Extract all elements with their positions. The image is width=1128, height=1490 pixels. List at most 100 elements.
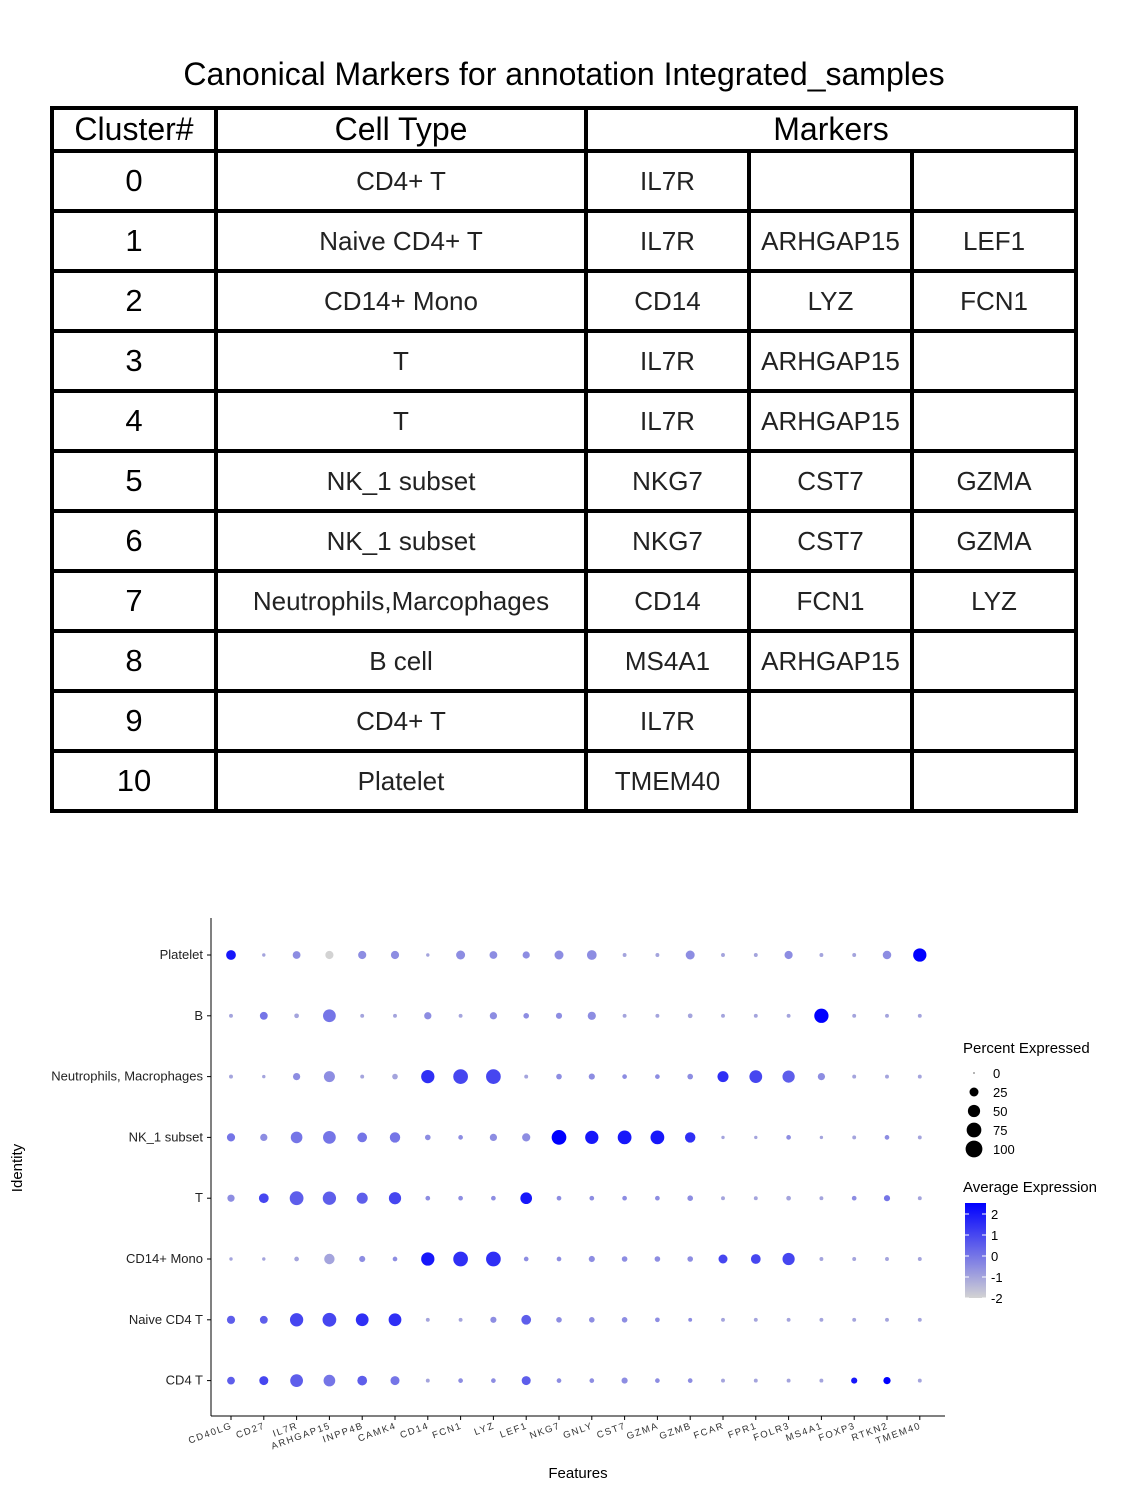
table-row: 10 Platelet TMEM40	[50, 749, 1079, 813]
marker-cell: CST7	[747, 509, 914, 573]
dot-mark	[852, 1135, 857, 1140]
marker-cell	[747, 689, 914, 753]
marker-cell: NKG7	[584, 449, 751, 513]
dot-mark	[786, 1135, 791, 1140]
dot-mark	[718, 1254, 728, 1264]
dot-mark	[226, 1133, 236, 1142]
dot-mark	[786, 1378, 791, 1383]
header-cell-type: Cell Type	[214, 106, 588, 153]
dot-mark	[453, 1251, 468, 1267]
marker-cell	[747, 749, 914, 813]
dot-mark	[655, 1317, 660, 1323]
marker-cell: MS4A1	[584, 629, 751, 693]
dot-mark	[852, 1257, 857, 1261]
dot-mark	[784, 950, 793, 960]
dot-mark	[489, 1012, 498, 1020]
dot-mark	[491, 1195, 496, 1201]
dot-mark	[390, 1376, 400, 1386]
cell-type: CD4+ T	[214, 689, 588, 753]
dot-mark	[782, 1252, 795, 1266]
dot-mark	[917, 1317, 922, 1322]
dot-mark	[486, 1251, 501, 1267]
dot-mark	[589, 1378, 595, 1383]
table-header-row: Cluster# Cell Type Markers	[50, 106, 1079, 153]
marker-cell	[909, 749, 1079, 813]
dot-mark	[489, 951, 498, 959]
dot-mark	[292, 1072, 301, 1081]
dot-mark	[852, 1074, 857, 1079]
marker-cell: IL7R	[584, 209, 751, 273]
dot-mark	[226, 950, 236, 960]
color-legend-title: Average Expression	[963, 1179, 1097, 1196]
x-tick-label: FCAR	[692, 1420, 726, 1441]
dot-mark	[425, 1195, 431, 1201]
header-markers: Markers	[583, 106, 1079, 153]
table-row: 9 CD4+ T IL7R	[50, 689, 1079, 753]
color-legend-label: 0	[991, 1249, 998, 1264]
dot-mark	[262, 1257, 266, 1261]
size-legend-key	[966, 1122, 982, 1138]
marker-cell: CST7	[747, 449, 914, 513]
dot-mark	[358, 950, 367, 960]
dot-mark	[717, 1071, 729, 1083]
dot-mark	[259, 1011, 268, 1020]
dot-mark	[323, 1374, 336, 1387]
dot-mark	[456, 950, 466, 960]
dot-mark	[458, 1135, 463, 1140]
dot-mark	[322, 1191, 337, 1205]
dot-mark	[721, 1196, 725, 1201]
dot-mark	[753, 953, 758, 957]
dot-mark	[819, 1135, 824, 1140]
dot-mark	[388, 1313, 402, 1327]
cell-type: CD14+ Mono	[214, 269, 588, 333]
dot-mark	[554, 950, 564, 960]
dot-mark	[753, 1013, 758, 1018]
dot-mark	[229, 1074, 233, 1079]
dot-mark	[851, 1195, 857, 1201]
dot-mark	[917, 1074, 922, 1079]
dot-mark	[622, 1013, 627, 1018]
cell-type: Neutrophils,Marcophages	[214, 569, 588, 633]
table-row: 0 CD4+ T IL7R	[50, 149, 1079, 213]
marker-cell: ARHGAP15	[747, 389, 914, 453]
marker-cell: CD14	[584, 269, 751, 333]
dot-mark	[229, 1257, 233, 1261]
x-tick-label: CD14	[399, 1420, 431, 1441]
table-row: 4 T IL7R ARHGAP15	[50, 389, 1079, 453]
marker-cell	[909, 329, 1079, 393]
dot-mark	[917, 1257, 922, 1261]
color-legend-label: 2	[991, 1207, 998, 1222]
dot-mark	[556, 1256, 562, 1262]
dot-mark	[425, 1378, 430, 1383]
dot-mark	[655, 1378, 660, 1383]
marker-cell: TMEM40	[584, 749, 751, 813]
dot-mark	[654, 1256, 661, 1262]
header-cluster: Cluster#	[50, 106, 218, 153]
cluster-number: 10	[50, 749, 218, 813]
dot-mark	[523, 1256, 529, 1262]
dot-mark	[852, 1013, 857, 1018]
dot-mark	[885, 1257, 889, 1261]
marker-cell	[747, 149, 914, 213]
dot-mark	[622, 1074, 627, 1079]
color-legend-label: -2	[991, 1291, 1003, 1306]
size-legend-key	[973, 1072, 975, 1074]
dot-mark	[721, 953, 725, 957]
dot-mark	[586, 950, 597, 960]
marker-cell	[909, 689, 1079, 753]
dot-mark	[458, 1195, 463, 1201]
cluster-number: 9	[50, 689, 218, 753]
dot-mark	[227, 1376, 235, 1385]
marker-cell	[909, 389, 1079, 453]
dot-mark	[786, 1195, 791, 1201]
dot-mark	[622, 953, 627, 957]
marker-cell: NKG7	[584, 509, 751, 573]
dot-mark	[621, 1256, 628, 1262]
marker-cell: ARHGAP15	[747, 629, 914, 693]
x-axis-title: Features	[548, 1465, 607, 1482]
table-row: 2 CD14+ Mono CD14 LYZ FCN1	[50, 269, 1079, 333]
y-tick-label: CD4 T	[166, 1373, 203, 1388]
dot-mark	[425, 1317, 430, 1322]
cell-type: CD4+ T	[214, 149, 588, 213]
dot-mark	[721, 1013, 725, 1018]
